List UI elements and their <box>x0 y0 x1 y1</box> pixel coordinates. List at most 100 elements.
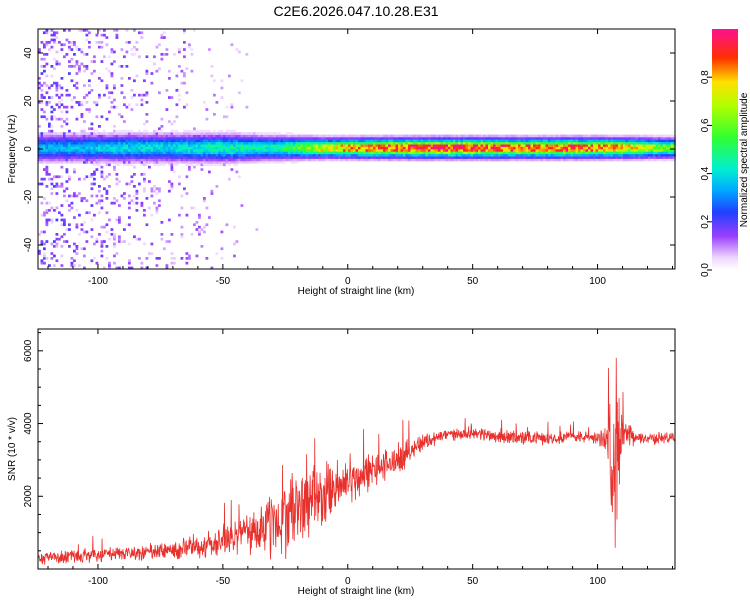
heatmap-cell <box>235 156 239 159</box>
heatmap-cell <box>323 149 326 152</box>
heatmap-cell <box>158 163 161 167</box>
heatmap-cell <box>98 137 101 140</box>
heatmap-cell <box>515 151 519 155</box>
heatmap-cell <box>638 139 641 143</box>
heatmap-cell <box>233 156 236 159</box>
heatmap-cell <box>83 141 86 145</box>
heatmap-cell <box>278 158 281 162</box>
heatmap-cell <box>165 149 169 152</box>
heatmap-cell <box>305 146 309 150</box>
heatmap-cell <box>160 125 164 128</box>
heatmap-cell <box>88 108 91 111</box>
heatmap-cell <box>545 151 549 155</box>
heatmap-cell <box>463 139 466 143</box>
x-tick-label: -50 <box>216 576 231 587</box>
heatmap-cell <box>53 146 56 150</box>
heatmap-cell <box>118 156 121 159</box>
heatmap-cell <box>553 156 556 159</box>
heatmap-cell <box>80 151 84 155</box>
heatmap-cell <box>170 141 174 145</box>
heatmap-cell <box>573 153 576 157</box>
heatmap-cell <box>70 41 74 44</box>
heatmap-cell <box>305 139 309 143</box>
heatmap-cell <box>128 132 131 135</box>
heatmap-cell <box>583 141 586 145</box>
heatmap-cell <box>148 146 151 150</box>
heatmap-cell <box>83 151 86 155</box>
heatmap-cell <box>433 153 436 157</box>
heatmap-cell <box>338 146 341 150</box>
heatmap-cell <box>53 254 56 258</box>
heatmap-cell <box>253 141 256 145</box>
heatmap-cell <box>78 69 81 73</box>
heatmap-cell <box>75 101 79 104</box>
heatmap-cell <box>55 132 59 135</box>
heatmap-cell <box>220 129 224 133</box>
heatmap-cell <box>40 144 44 147</box>
x-tick-label: -100 <box>88 276 108 287</box>
heatmap-cell <box>58 153 61 157</box>
heatmap-cell <box>130 129 134 133</box>
heatmap-cell <box>350 141 354 145</box>
heatmap-cell <box>235 132 239 135</box>
heatmap-cell <box>505 149 509 152</box>
heatmap-cell <box>203 149 206 152</box>
heatmap-cell <box>175 134 179 138</box>
heatmap-cell <box>433 158 436 162</box>
heatmap-cell <box>645 141 649 145</box>
heatmap-cell <box>103 156 106 159</box>
heatmap-cell <box>58 158 61 162</box>
heatmap-cell <box>93 134 96 138</box>
heatmap-cell <box>288 134 291 138</box>
heatmap-cell <box>143 122 146 126</box>
heatmap-cell <box>405 153 409 157</box>
heatmap-cell <box>208 132 211 135</box>
heatmap-cell <box>170 132 174 135</box>
heatmap-cell <box>443 144 446 147</box>
heatmap-cell <box>310 156 314 159</box>
heatmap-cell <box>483 149 486 152</box>
heatmap-cell <box>308 149 311 152</box>
heatmap-cell <box>90 158 94 162</box>
heatmap-cell <box>135 161 139 164</box>
heatmap-cell <box>93 144 96 147</box>
heatmap-cell <box>498 158 501 162</box>
heatmap-cell <box>553 151 556 155</box>
heatmap-cell <box>43 81 46 85</box>
heatmap-cell <box>398 137 401 140</box>
heatmap-cell <box>560 146 564 150</box>
heatmap-cell <box>415 151 419 155</box>
heatmap-cell <box>165 53 169 56</box>
heatmap-cell <box>108 161 111 164</box>
heatmap-cell <box>215 161 219 164</box>
heatmap-cell <box>465 139 469 143</box>
heatmap-cell <box>500 139 504 143</box>
heatmap-cell <box>510 134 514 138</box>
heatmap-cell <box>358 153 361 157</box>
heatmap-cell <box>268 151 271 155</box>
heatmap-cell <box>325 153 329 157</box>
heatmap-cell <box>630 156 634 159</box>
heatmap-cell <box>193 29 196 32</box>
heatmap-cell <box>173 120 176 123</box>
heatmap-cell <box>43 96 46 99</box>
heatmap-cell <box>353 151 356 155</box>
heatmap-cell <box>118 65 121 68</box>
heatmap-cell <box>305 141 309 145</box>
heatmap-cell <box>513 158 516 162</box>
heatmap-cell <box>123 240 126 243</box>
heatmap-cell <box>598 156 601 159</box>
heatmap-cell <box>380 139 384 143</box>
heatmap-cell <box>388 139 391 143</box>
heatmap-cell <box>105 223 109 227</box>
heatmap-cell <box>133 173 136 176</box>
heatmap-cell <box>428 156 431 159</box>
heatmap-cell <box>338 151 341 155</box>
heatmap-cell <box>580 146 584 150</box>
heatmap-cell <box>335 137 339 140</box>
heatmap-cell <box>245 137 249 140</box>
heatmap-cell <box>330 139 334 143</box>
heatmap-cell <box>98 77 101 80</box>
heatmap-cell <box>445 137 449 140</box>
heatmap-cell <box>180 233 184 236</box>
